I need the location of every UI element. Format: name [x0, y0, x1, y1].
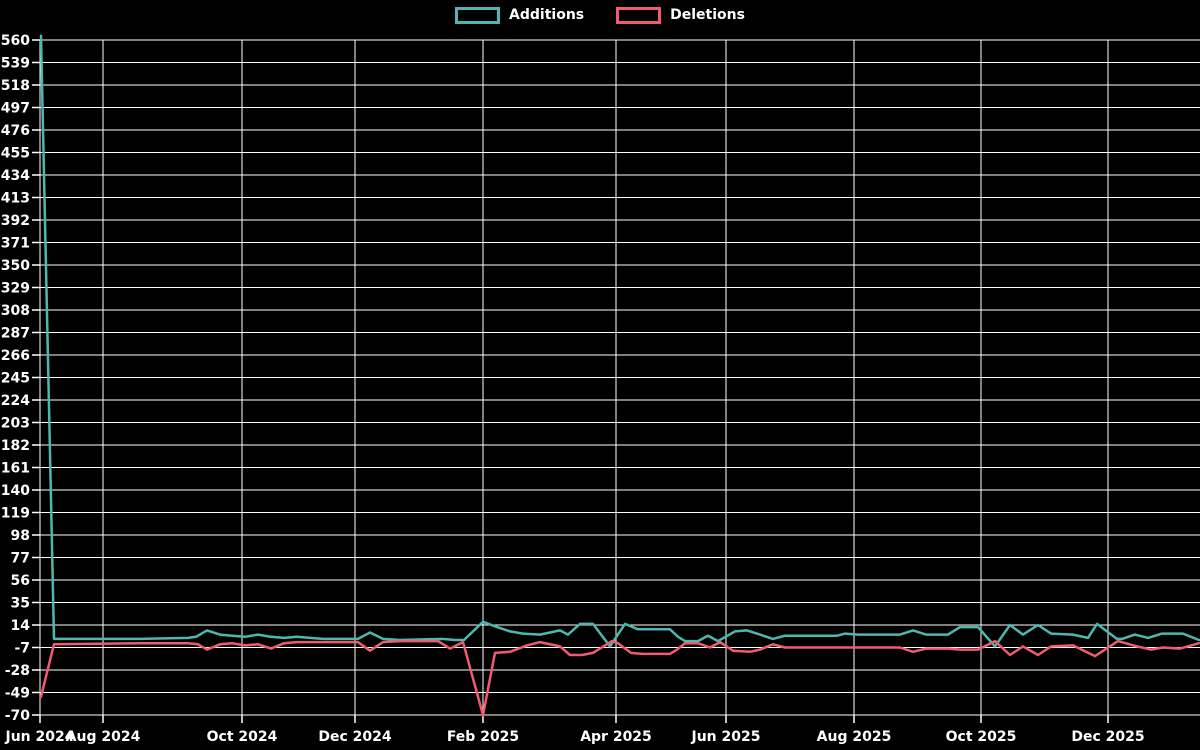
additions-line: [39, 34, 1200, 648]
y-tick-label: 203: [1, 416, 30, 432]
y-axis-labels: 560 539 518 497 476 455 434 413 392 371 350 329 308 2…: [1, 33, 30, 724]
y-tick-label: 98: [11, 528, 30, 544]
y-tick-label: 182: [1, 438, 30, 454]
y-tick-label: 56: [11, 573, 30, 589]
y-tick-label: 539: [1, 56, 30, 72]
additions-swatch-icon: [455, 6, 501, 24]
x-tick-label: Aug 2024: [66, 729, 141, 745]
x-tick-label: Feb 2025: [447, 729, 519, 745]
y-tick-label: 14: [11, 618, 31, 634]
x-tick-label: Jun 2024: [5, 729, 75, 745]
y-tick-label: 245: [1, 371, 30, 387]
x-tick-label: Aug 2025: [817, 729, 892, 745]
legend-label-deletions: Deletions: [670, 7, 745, 23]
x-axis-tick-marks: [39, 715, 1109, 723]
legend-label-additions: Additions: [509, 7, 585, 23]
y-axis-tick-marks: [32, 39, 40, 716]
y-tick-label: 35: [11, 596, 30, 612]
y-tick-label: -28: [5, 663, 30, 679]
x-tick-label: Jun 2025: [691, 729, 761, 745]
y-tick-label: 287: [1, 326, 30, 342]
y-tick-label: 140: [1, 483, 30, 499]
y-tick-label: 392: [1, 213, 30, 229]
series-lines: [39, 34, 1200, 717]
y-tick-label: -49: [5, 686, 30, 702]
y-tick-label: 560: [1, 33, 30, 49]
y-tick-label: 371: [1, 236, 30, 252]
y-tick-label: 413: [1, 191, 30, 207]
deletions-line: [39, 639, 1200, 717]
y-tick-label: -7: [14, 641, 30, 657]
y-tick-label: 266: [1, 348, 30, 364]
y-tick-label: 224: [1, 393, 30, 409]
y-tick-label: 77: [11, 551, 30, 567]
y-tick-label: -70: [5, 708, 31, 724]
deletions-swatch-icon: [616, 6, 662, 24]
y-tick-label: 434: [1, 168, 30, 184]
y-tick-label: 350: [1, 258, 30, 274]
y-tick-label: 476: [1, 123, 30, 139]
y-tick-label: 518: [1, 78, 30, 94]
y-tick-label: 497: [1, 101, 30, 117]
y-tick-label: 308: [1, 303, 30, 319]
y-gridlines: [40, 39, 1200, 716]
legend-item-deletions[interactable]: Deletions: [616, 6, 745, 24]
x-tick-label: Apr 2025: [580, 729, 652, 745]
legend-item-additions[interactable]: Additions: [455, 6, 584, 24]
y-tick-label: 455: [1, 146, 30, 162]
x-tick-label: Oct 2024: [207, 729, 278, 745]
y-tick-label: 161: [1, 461, 30, 477]
x-tick-label: Dec 2024: [318, 729, 392, 745]
x-tick-label: Dec 2025: [1071, 729, 1144, 745]
y-tick-label: 119: [1, 506, 30, 522]
x-gridlines: [39, 40, 1109, 715]
y-tick-label: 329: [1, 281, 30, 297]
chart-legend: Additions Deletions: [0, 6, 1200, 24]
x-tick-label: Oct 2025: [946, 729, 1017, 745]
